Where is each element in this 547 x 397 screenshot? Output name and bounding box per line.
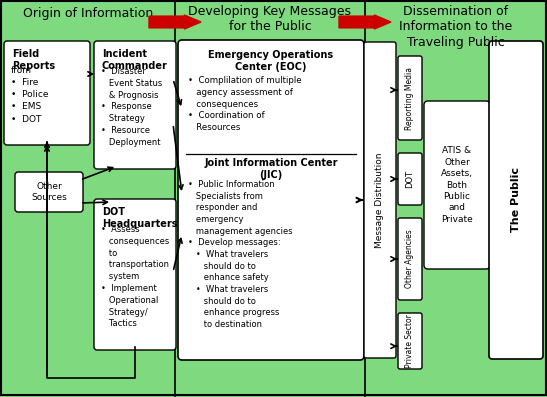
- FancyBboxPatch shape: [4, 41, 90, 145]
- Text: DOT: DOT: [405, 170, 415, 188]
- FancyBboxPatch shape: [398, 56, 422, 140]
- Text: Joint Information Center
(JIC): Joint Information Center (JIC): [204, 158, 337, 179]
- FancyBboxPatch shape: [94, 199, 176, 350]
- FancyBboxPatch shape: [398, 153, 422, 205]
- FancyBboxPatch shape: [424, 101, 490, 269]
- Text: •  Public Information
   Specialists from
   responder and
   emergency
   manag: • Public Information Specialists from re…: [188, 180, 293, 329]
- Polygon shape: [339, 15, 391, 29]
- Text: Dissemination of
Information to the
Traveling Public: Dissemination of Information to the Trav…: [399, 5, 513, 49]
- FancyBboxPatch shape: [489, 41, 543, 359]
- Text: •  Complilation of multiple
   agency assessment of
   consequences
•  Coordinat: • Complilation of multiple agency assess…: [188, 76, 301, 132]
- FancyBboxPatch shape: [15, 172, 83, 212]
- Text: Developing Key Messages
for the Public: Developing Key Messages for the Public: [189, 5, 352, 33]
- FancyBboxPatch shape: [94, 41, 176, 169]
- Text: •  Disaster
   Event Status
   & Prognosis
•  Response
   Strategy
•  Resource
 : • Disaster Event Status & Prognosis • Re…: [101, 67, 162, 147]
- Text: Origin of Information: Origin of Information: [23, 7, 153, 20]
- Text: Other Agencies: Other Agencies: [405, 229, 415, 288]
- Text: Reporting Media: Reporting Media: [405, 67, 415, 129]
- Text: Field
Reports: Field Reports: [12, 49, 55, 71]
- Text: Message Distribution: Message Distribution: [375, 152, 385, 248]
- Polygon shape: [149, 15, 201, 29]
- Text: Incident
Commander: Incident Commander: [102, 49, 168, 71]
- Text: Other
Sources: Other Sources: [31, 182, 67, 202]
- Text: Private Sector: Private Sector: [405, 314, 415, 368]
- Text: The Public: The Public: [511, 168, 521, 233]
- Text: DOT
Headquarters: DOT Headquarters: [102, 207, 177, 229]
- Text: •  Assess
   consequences
   to
   transportation
   system
•  Implement
   Oper: • Assess consequences to transportation …: [101, 225, 169, 328]
- FancyBboxPatch shape: [398, 218, 422, 300]
- FancyBboxPatch shape: [178, 40, 364, 360]
- FancyBboxPatch shape: [398, 313, 422, 369]
- Text: from
•  Fire
•  Police
•  EMS
•  DOT: from • Fire • Police • EMS • DOT: [11, 66, 49, 123]
- FancyBboxPatch shape: [364, 42, 396, 358]
- Text: ATIS &
Other
Assets,
Both
Public
and
Private: ATIS & Other Assets, Both Public and Pri…: [441, 146, 473, 224]
- Text: Emergency Operations
Center (EOC): Emergency Operations Center (EOC): [208, 50, 334, 71]
